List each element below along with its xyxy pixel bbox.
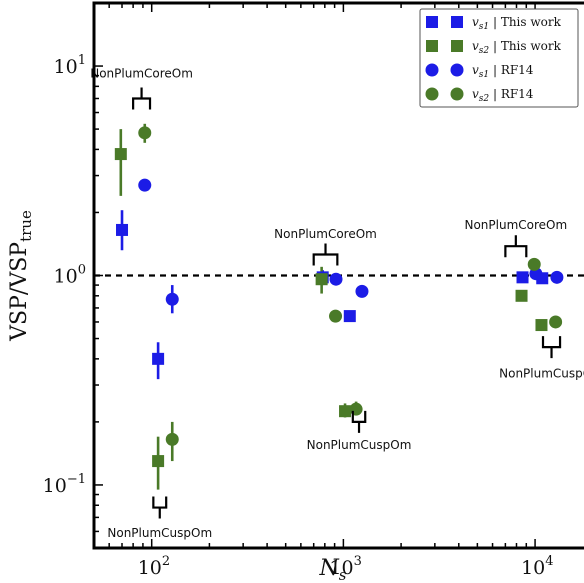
y-tick-label-base: 10 <box>43 475 67 497</box>
data-point-circle <box>527 257 541 271</box>
legend-label: vs2 | RF14 <box>472 87 534 104</box>
legend-marker-square <box>451 16 463 28</box>
data-point-circle <box>138 126 152 140</box>
annotation-bracket <box>152 496 168 519</box>
legend-label-sub: s1 <box>479 22 489 32</box>
annotation-bracket <box>504 235 528 258</box>
legend-marker-circle <box>425 87 439 101</box>
legend-label: vs2 | This work <box>472 39 562 56</box>
data-point-square <box>315 273 328 286</box>
data-point-square <box>343 310 356 323</box>
data-point-square <box>116 223 129 236</box>
annotation-label: NonPlumCuspOm <box>307 438 412 452</box>
data-point-circle <box>349 402 363 416</box>
data-point-circle <box>550 270 564 284</box>
x-tick-label-base: 10 <box>521 557 545 579</box>
data-point-square <box>515 289 528 302</box>
x-axis-title: Ns <box>319 556 347 583</box>
x-tick-label-base: 10 <box>329 557 353 579</box>
legend-label-var: v <box>472 63 479 77</box>
y-tick-label: 101 <box>54 53 86 78</box>
y-tick-label-base: 10 <box>54 266 78 288</box>
data-point-square <box>152 352 165 365</box>
legend-marker-square <box>451 40 463 52</box>
x-axis-title-main: N <box>319 556 340 581</box>
data-point-square <box>152 455 165 468</box>
legend-label-sub: s2 <box>479 46 490 56</box>
legend-box <box>419 8 579 108</box>
data-point-circle <box>329 272 343 286</box>
y-tick-label-exp: 0 <box>78 263 86 278</box>
annotation-label: NonPlumCoreOm <box>274 227 377 241</box>
y-tick-label: 100 <box>54 263 86 288</box>
x-tick-label: 102 <box>138 554 170 579</box>
data-point-square <box>516 271 529 284</box>
annotation-label: NonPlumCoreOm <box>464 218 567 232</box>
legend-marker-square <box>426 40 438 52</box>
data-point-circle <box>329 309 343 323</box>
data-point-circle <box>549 315 563 329</box>
data-point-circle <box>355 284 369 298</box>
legend-label-suffix: | RF14 <box>489 63 534 77</box>
legend-marker-circle <box>425 63 439 77</box>
data-point-square <box>535 319 548 332</box>
x-tick-label: 104 <box>521 554 553 579</box>
x-axis-title-sub: s <box>339 566 347 583</box>
data-point-circle <box>165 292 179 306</box>
legend-marker-circle <box>450 63 464 77</box>
data-point-square <box>339 405 352 418</box>
annotation-bracket <box>132 87 152 110</box>
annotation-bracket <box>351 410 367 433</box>
x-tick-label-exp: 3 <box>354 554 362 569</box>
y-tick-label-exp: 1 <box>78 53 86 68</box>
legend-label-var: v <box>472 87 479 101</box>
legend-marker-circle <box>450 87 464 101</box>
annotation-bracket <box>541 336 562 359</box>
y-tick-label-base: 10 <box>54 56 78 78</box>
legend-label-sub: s2 <box>479 94 490 104</box>
legend-label-sub: s1 <box>479 70 489 80</box>
data-point-square <box>114 148 127 161</box>
y-axis-title-sub: true <box>17 210 35 242</box>
y-axis-title: VSP/VSPtrue <box>7 210 35 342</box>
y-axis-title-main: VSP/VSP <box>7 242 32 342</box>
legend-label-var: v <box>472 15 479 29</box>
y-tick-label-exp: −1 <box>67 472 86 487</box>
legend-label: vs1 | This work <box>472 15 562 32</box>
x-tick-label-base: 10 <box>138 557 162 579</box>
annotation-label: NonPlumCuspOm <box>499 367 584 381</box>
legend-label-suffix: | This work <box>489 39 561 53</box>
legend-label-suffix: | This work <box>489 15 561 29</box>
data-points <box>114 126 564 468</box>
annotation-label: NonPlumCuspOm <box>107 526 212 540</box>
annotations: NonPlumCoreOm NonPlumCuspOm NonPlumCoreOm N… <box>90 67 584 540</box>
annotation-bracket <box>312 243 339 266</box>
legend-label-var: v <box>472 39 479 53</box>
x-tick-label: 103 <box>329 554 361 579</box>
y-tick-label: 10−1 <box>43 472 86 497</box>
annotation-label: NonPlumCoreOm <box>90 67 193 81</box>
x-tick-label-exp: 2 <box>162 554 170 569</box>
legend-marker-square <box>426 16 438 28</box>
x-tick-label-exp: 4 <box>545 554 553 569</box>
legend-label: vs1 | RF14 <box>472 63 534 80</box>
data-point-circle <box>138 178 152 192</box>
data-point-circle <box>165 432 179 446</box>
legend-label-suffix: | RF14 <box>489 87 534 101</box>
